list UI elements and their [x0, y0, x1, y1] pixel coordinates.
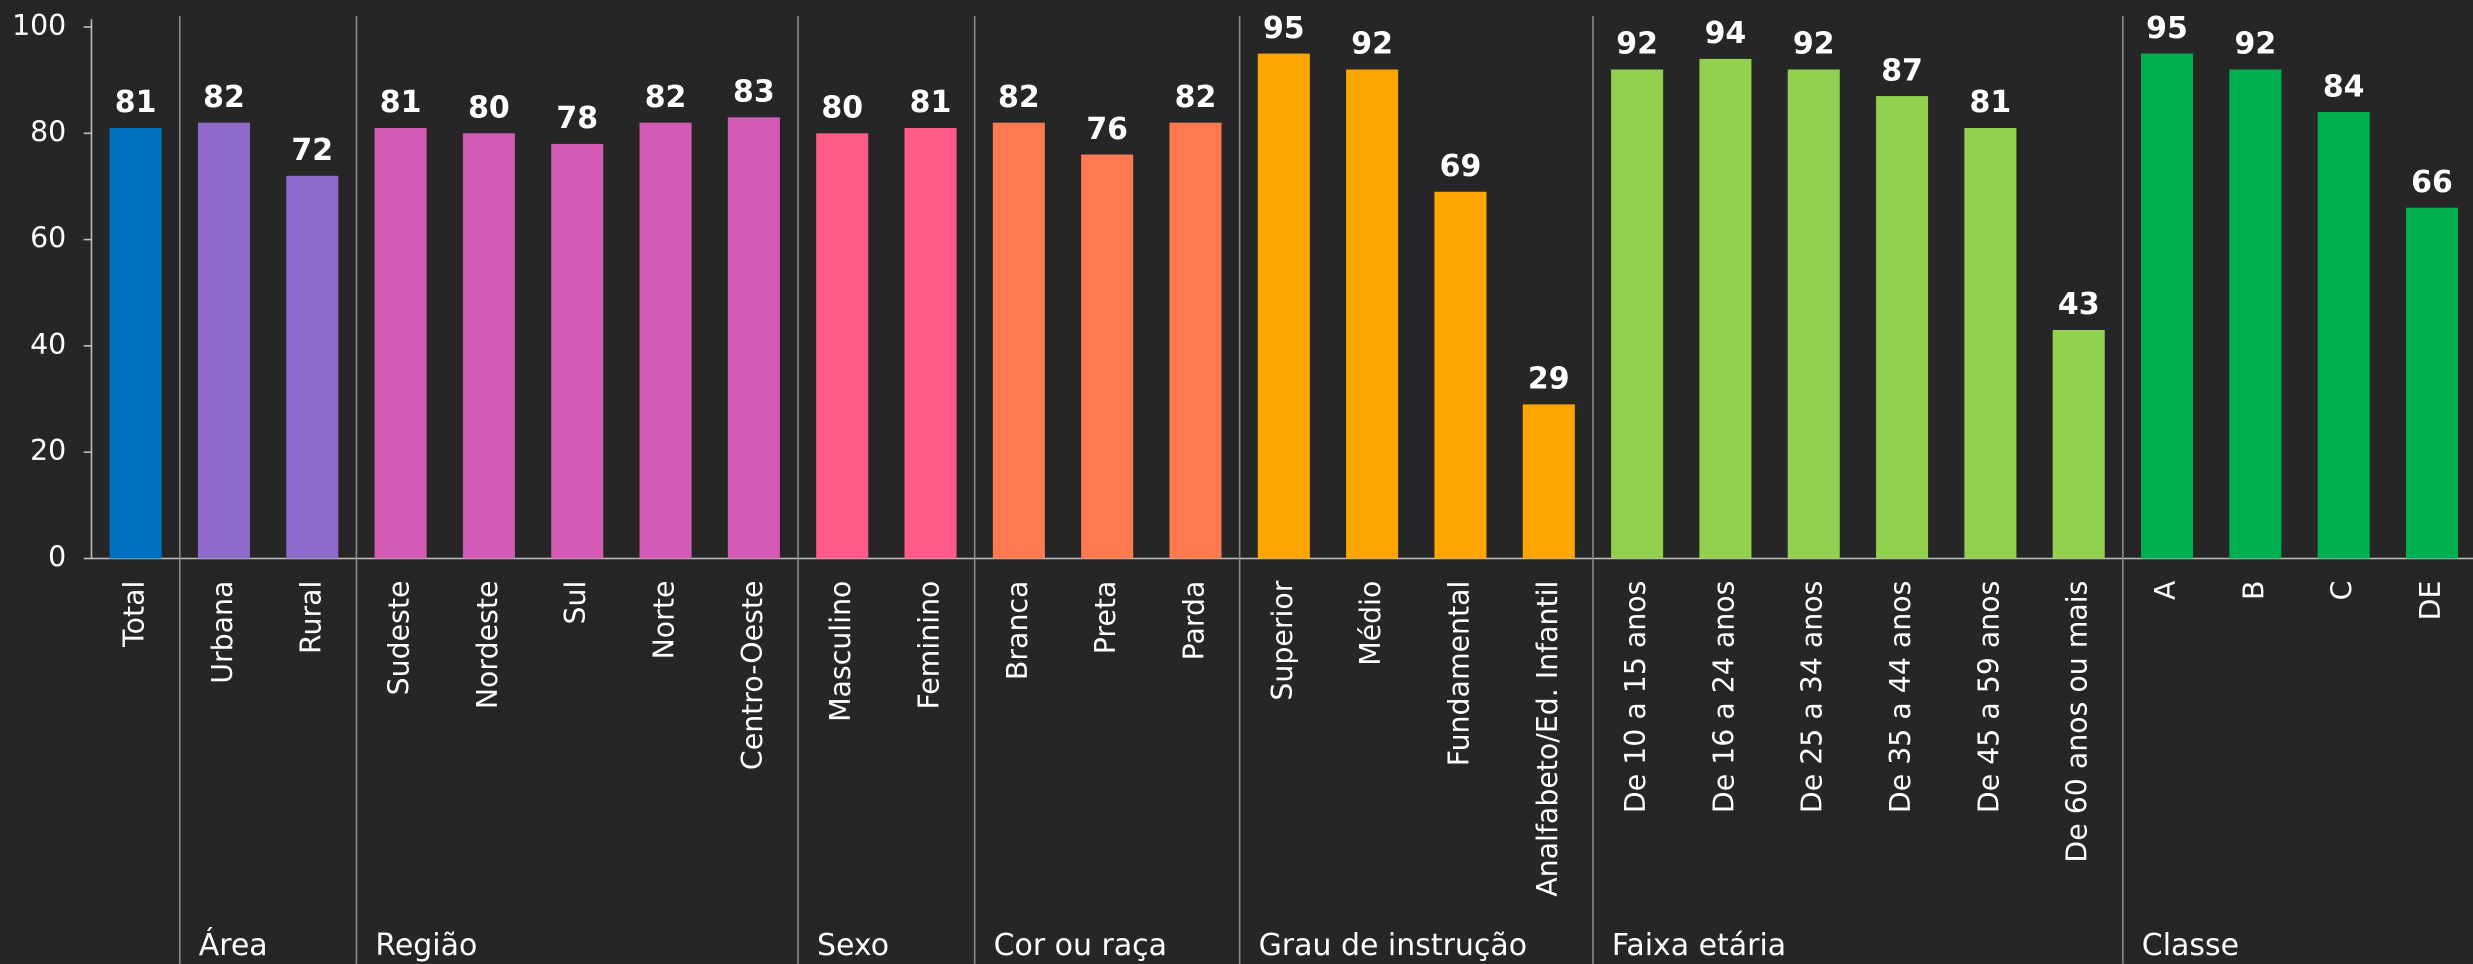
- x-tick-label: Branca: [1001, 581, 1034, 681]
- x-tick-label: De 45 a 59 anos: [1972, 581, 2005, 814]
- bar: [2052, 329, 2105, 559]
- group-label: Cor ou raça: [994, 928, 1167, 963]
- value-label: 81: [380, 85, 422, 120]
- x-tick-label: Fundamental: [1442, 581, 1475, 767]
- x-tick-label: Total: [118, 581, 151, 648]
- y-tick-label: 60: [30, 222, 66, 255]
- bar: [816, 133, 869, 559]
- value-label: 83: [733, 75, 775, 110]
- x-tick-label: De 16 a 24 anos: [1707, 581, 1740, 814]
- value-label: 84: [2323, 69, 2365, 104]
- value-label: 43: [2058, 287, 2100, 322]
- bar: [1699, 58, 1752, 559]
- value-label: 76: [1086, 112, 1128, 147]
- x-tick-label: Sul: [559, 581, 592, 625]
- x-tick-label: B: [2237, 581, 2270, 600]
- y-tick-label: 20: [30, 434, 66, 467]
- x-tick-label: Urbana: [206, 581, 239, 684]
- group-label: Classe: [2142, 928, 2239, 963]
- value-label: 81: [115, 85, 157, 120]
- bar: [197, 122, 250, 559]
- bar: [992, 122, 1045, 559]
- value-label: 94: [1705, 16, 1747, 51]
- bar: [1081, 154, 1134, 559]
- bar: [639, 122, 692, 559]
- bar: [1522, 404, 1575, 559]
- x-tick-label: Feminino: [913, 581, 946, 710]
- bar: [904, 127, 957, 559]
- value-label: 81: [1970, 85, 2012, 120]
- value-label: 82: [645, 80, 687, 115]
- value-label: 92: [1351, 27, 1393, 62]
- bar: [551, 143, 604, 559]
- x-tick-label: Parda: [1177, 581, 1210, 661]
- x-tick-label: DE: [2414, 581, 2447, 621]
- value-label: 87: [1881, 53, 1923, 88]
- group-label: Região: [375, 928, 477, 963]
- value-label: 80: [468, 91, 510, 126]
- value-label: 29: [1528, 362, 1570, 397]
- bar: [727, 117, 780, 559]
- bar: [109, 127, 162, 559]
- bar: [1169, 122, 1222, 559]
- x-tick-label: De 25 a 34 anos: [1796, 581, 1829, 814]
- value-label: 66: [2411, 165, 2453, 200]
- value-label: 92: [1616, 27, 1658, 62]
- group-label: Área: [199, 927, 268, 963]
- bar: [1876, 96, 1929, 559]
- bar: [2405, 207, 2459, 559]
- bar: [286, 175, 339, 559]
- value-label: 95: [2146, 11, 2188, 46]
- bar: [1964, 127, 2017, 559]
- bar: [374, 127, 427, 559]
- x-tick-label: Médio: [1354, 581, 1387, 666]
- x-tick-label: Nordeste: [471, 581, 504, 710]
- x-tick-label: De 10 a 15 anos: [1619, 581, 1652, 814]
- value-label: 82: [998, 80, 1040, 115]
- x-tick-label: Centro-Oeste: [736, 581, 769, 771]
- value-label: 81: [910, 85, 952, 120]
- value-label: 92: [1793, 27, 1835, 62]
- x-tick-label: Sudeste: [383, 581, 416, 696]
- value-label: 80: [821, 91, 863, 126]
- value-label: 82: [1175, 80, 1217, 115]
- value-label: 95: [1263, 11, 1305, 46]
- group-label: Sexo: [817, 928, 889, 963]
- x-tick-label: Rural: [294, 581, 327, 654]
- x-tick-label: Superior: [1266, 580, 1299, 700]
- x-tick-label: De 60 anos ou mais: [2061, 581, 2094, 863]
- group-label: Grau de instrução: [1259, 928, 1527, 963]
- y-tick-label: 0: [48, 540, 66, 573]
- group-label: Faixa etária: [1612, 928, 1786, 963]
- x-tick-label: Norte: [648, 581, 681, 660]
- value-label: 72: [291, 133, 333, 168]
- y-tick-label: 100: [12, 9, 66, 42]
- x-tick-label: A: [2149, 580, 2182, 600]
- x-tick-label: Masculino: [824, 581, 857, 722]
- bar: [2229, 69, 2282, 559]
- value-label: 92: [2235, 27, 2277, 62]
- bar: [2317, 112, 2370, 559]
- bar: [1346, 69, 1399, 559]
- x-tick-label: C: [2326, 581, 2359, 601]
- bar: [1611, 69, 1664, 559]
- bar: [462, 133, 515, 559]
- x-tick-label: Preta: [1089, 581, 1122, 655]
- y-tick-label: 80: [30, 115, 66, 148]
- y-tick-label: 40: [30, 328, 66, 361]
- x-tick-label: De 35 a 44 anos: [1884, 581, 1917, 814]
- bar: [2141, 53, 2194, 559]
- value-label: 82: [203, 80, 245, 115]
- x-tick-label: Analfabeto/Ed. Infantil: [1531, 581, 1564, 897]
- value-label: 69: [1440, 149, 1482, 184]
- bar: [1787, 69, 1840, 559]
- bar: [1434, 191, 1487, 559]
- value-label: 78: [556, 101, 598, 136]
- bar: [1257, 53, 1310, 559]
